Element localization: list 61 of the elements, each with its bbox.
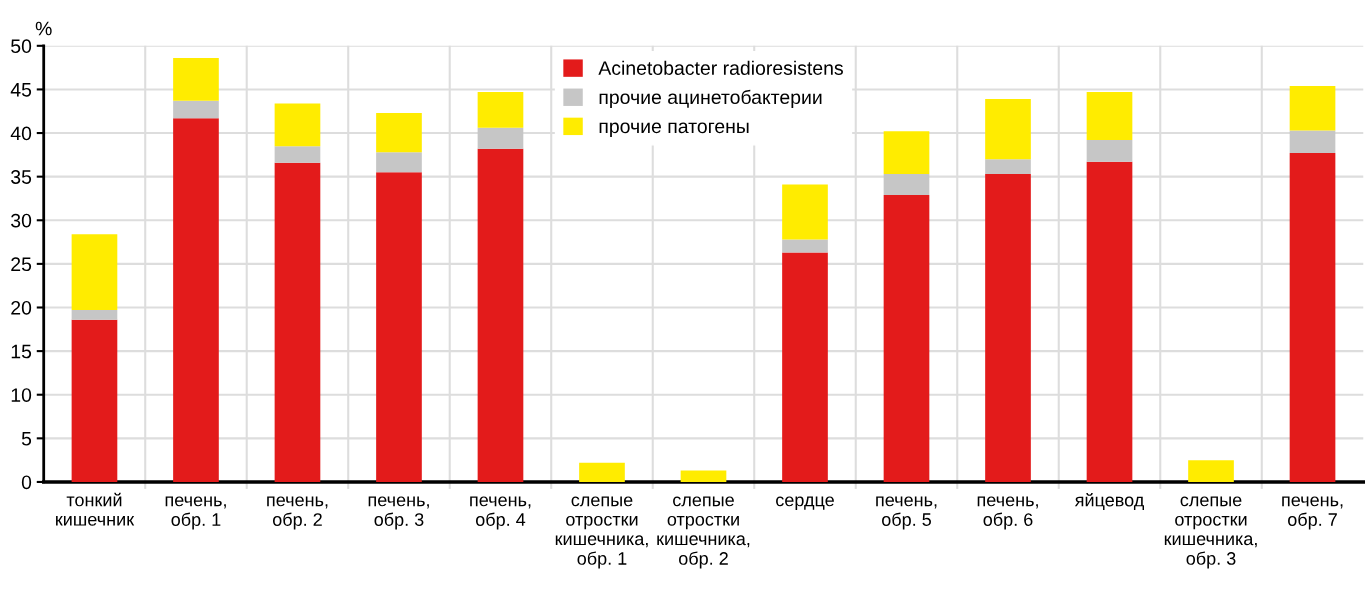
bar <box>477 92 524 128</box>
x-tick-label: печень, обр. 7 <box>1282 496 1343 530</box>
bar <box>985 159 1031 175</box>
bar <box>1086 92 1133 141</box>
bar <box>173 100 219 119</box>
bar <box>985 174 1031 482</box>
bar <box>782 239 828 253</box>
legend-label: прочие ацинетобактерии <box>599 89 822 108</box>
bar <box>985 99 1031 160</box>
bar <box>71 234 118 311</box>
y-tick-label: 10 <box>11 388 32 402</box>
bar <box>1289 130 1336 154</box>
bar <box>71 310 118 320</box>
bar <box>782 184 828 240</box>
y-tick-label: 15 <box>11 344 32 359</box>
x-tick-label: печень, обр. 4 <box>470 496 531 530</box>
bar <box>376 152 422 173</box>
bar <box>1188 460 1234 482</box>
x-tick-label: печень, обр. 6 <box>977 496 1038 530</box>
bar <box>1289 153 1336 482</box>
y-tick-label: 0 <box>21 475 32 490</box>
bar <box>173 118 219 482</box>
x-tick-label: слепые отростки кишечника, обр. 1 <box>555 496 648 569</box>
y-tick-label: 20 <box>11 300 32 315</box>
x-tick-label: печень, обр. 2 <box>267 496 328 530</box>
bar <box>883 194 930 482</box>
x-tick-label: слепые отростки кишечника, обр. 2 <box>657 496 750 569</box>
y-tick-label: 30 <box>11 213 32 228</box>
y-tick-label: 25 <box>11 257 32 272</box>
bar <box>376 112 422 153</box>
bar <box>477 148 524 482</box>
bar <box>1086 140 1133 162</box>
bar <box>274 103 321 147</box>
x-tick-label: печень, обр. 1 <box>165 496 226 530</box>
bar <box>579 462 625 482</box>
bar <box>274 162 321 482</box>
bar <box>71 319 118 482</box>
bar <box>274 146 321 163</box>
x-tick-label: сердце <box>776 496 834 510</box>
x-tick-label: слепые отростки кишечника, обр. 3 <box>1164 496 1257 569</box>
bar <box>883 131 930 175</box>
bar <box>883 174 930 195</box>
bar <box>173 58 219 101</box>
bar <box>680 470 727 482</box>
y-tick-label: 35 <box>11 170 32 184</box>
x-tick-label: печень, обр. 3 <box>368 496 429 530</box>
bar <box>477 127 524 149</box>
y-tick-label: 40 <box>10 126 32 141</box>
x-tick-label: яйцевод <box>1074 492 1144 510</box>
bar <box>782 252 828 482</box>
bar <box>376 172 422 482</box>
y-tick-label: 50 <box>11 39 32 54</box>
bar <box>1086 161 1133 482</box>
legend-label: Acinetobacter radioresistens <box>598 60 843 75</box>
x-tick-label: печень, обр. 5 <box>876 496 937 530</box>
bar <box>1289 85 1336 131</box>
y-axis-title: % <box>35 21 52 36</box>
x-tick-label: тонкий кишечник <box>56 492 135 526</box>
y-tick-label: 5 <box>21 432 32 446</box>
y-tick-label: 45 <box>10 83 32 97</box>
legend-label: прочие патогены <box>599 122 749 138</box>
